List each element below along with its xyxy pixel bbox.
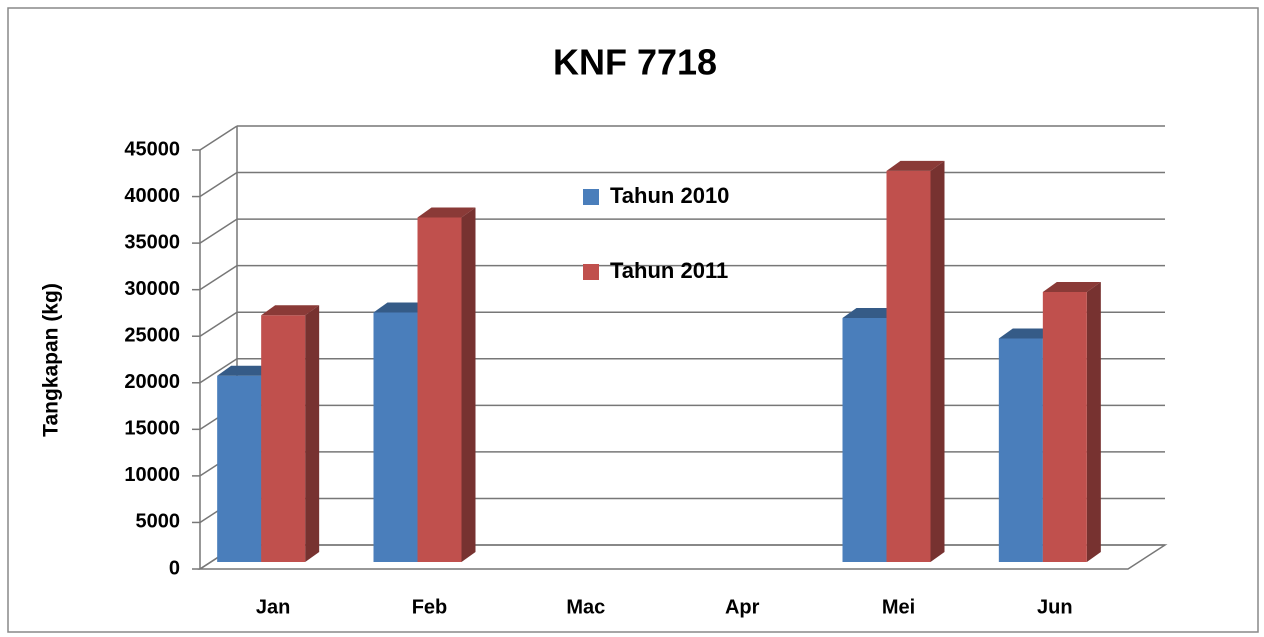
bar-front: [217, 375, 262, 562]
bar-front: [842, 318, 887, 562]
bar: [886, 160, 945, 562]
x-tick-label: Feb: [412, 596, 448, 618]
y-axis-label: Tangkapan (kg): [40, 283, 63, 437]
y-tick-label: 5000: [136, 511, 181, 533]
bar: [417, 207, 476, 562]
x-tick-label: Mac: [566, 596, 605, 618]
bar: [261, 305, 320, 562]
x-tick-label: Jan: [256, 596, 290, 618]
bar-front: [261, 315, 306, 562]
chart-title: KNF 7718: [553, 42, 717, 83]
legend-swatch: [583, 189, 599, 205]
bar-top: [417, 207, 476, 218]
bar-top: [886, 160, 945, 171]
bar-top: [998, 328, 1057, 339]
grid-line: [199, 171, 238, 198]
bar-front: [417, 217, 462, 562]
x-tick-label: Mei: [882, 596, 915, 618]
bar-front: [998, 338, 1043, 562]
y-tick-label: 25000: [124, 325, 180, 347]
y-tick-label: 15000: [124, 418, 180, 440]
y-tick-label: 30000: [124, 278, 180, 300]
y-tick-label: 35000: [124, 231, 180, 253]
bar: [1042, 281, 1101, 562]
bar-side: [305, 305, 320, 562]
bar-front: [373, 312, 418, 562]
y-tick-label: 10000: [124, 464, 180, 486]
grid-line: [199, 358, 238, 384]
bar-side: [461, 207, 476, 562]
grid-line: [199, 265, 238, 291]
grid-line: [199, 311, 238, 337]
bar-side: [930, 160, 945, 562]
y-tick-label: 45000: [124, 138, 180, 160]
legend-label: Tahun 2010: [610, 183, 729, 208]
x-tick-label: Jun: [1037, 596, 1073, 618]
y-tick-label: 0: [169, 557, 180, 579]
legend-label: Tahun 2011: [610, 258, 728, 283]
bar-top: [842, 308, 901, 319]
bar-front: [1042, 291, 1087, 562]
y-tick-label: 40000: [124, 185, 180, 207]
grid-line: [199, 218, 238, 244]
legend-swatch: [583, 264, 599, 280]
x-tick-label: Apr: [725, 596, 760, 618]
bar-front: [886, 170, 931, 562]
grid-line: [199, 125, 238, 151]
bar-top: [373, 302, 432, 313]
bar-side: [1086, 281, 1101, 562]
bar-top: [217, 365, 276, 376]
bar-top: [1042, 281, 1101, 292]
bar-top: [261, 305, 320, 316]
y-tick-label: 20000: [124, 371, 180, 393]
